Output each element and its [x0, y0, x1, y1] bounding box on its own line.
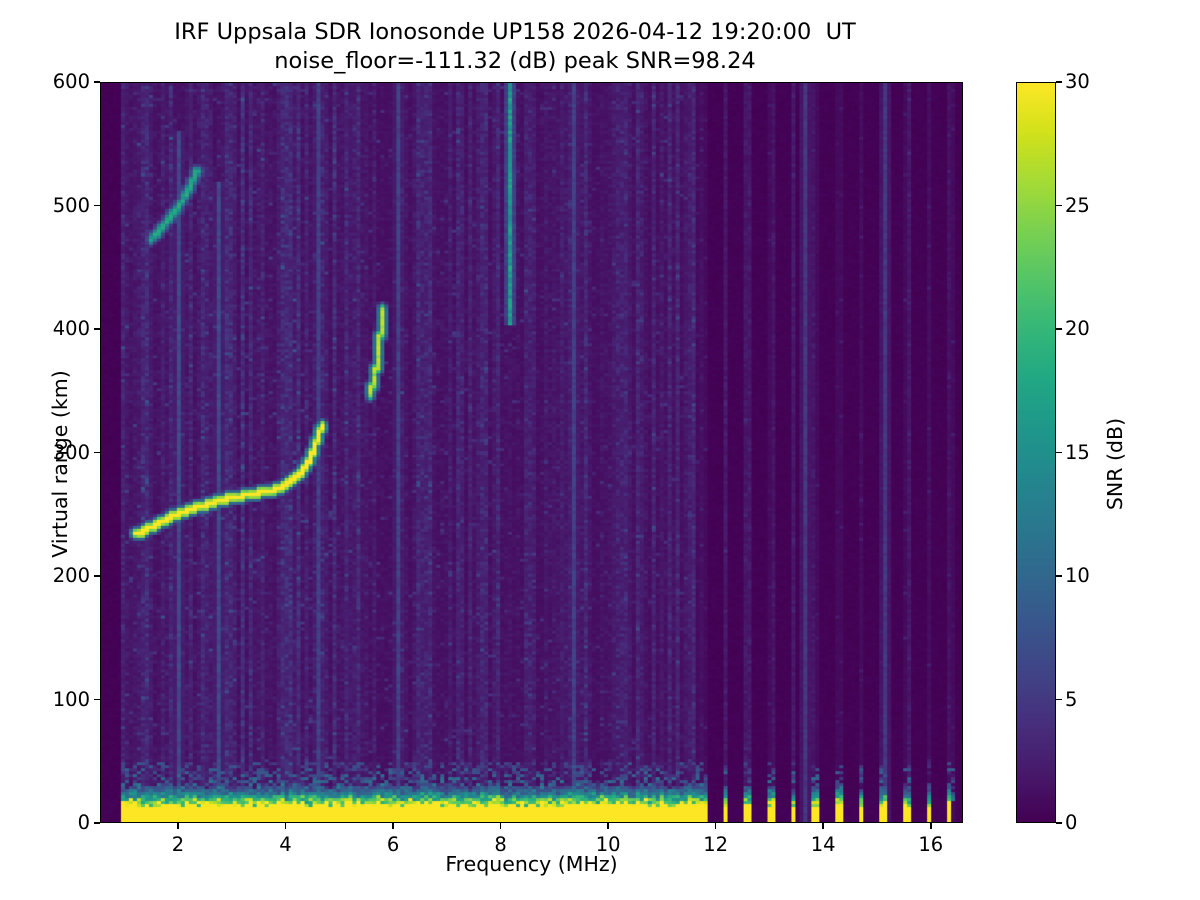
y-tick-mark	[94, 575, 100, 577]
y-tick-label: 200	[52, 564, 90, 587]
colorbar-tick-label: 30	[1065, 70, 1090, 93]
x-tick-label: 14	[810, 833, 836, 856]
y-tick-label: 100	[52, 687, 90, 711]
colorbar-tick-label: 20	[1065, 317, 1090, 340]
title-line-2: noise_floor=-111.32 (dB) peak SNR=98.24	[274, 48, 756, 75]
colorbar-tick-mark	[1056, 575, 1062, 577]
y-tick-mark	[94, 204, 100, 207]
y-tick-mark	[94, 698, 100, 701]
x-tick-label: 12	[703, 833, 729, 856]
x-axis-label: Frequency (MHz)	[445, 852, 618, 876]
x-tick-label: 10	[595, 833, 621, 856]
colorbar-tick-label: 25	[1065, 193, 1090, 217]
colorbar-tick-mark	[1056, 204, 1062, 207]
colorbar-tick-label: 0	[1065, 811, 1078, 834]
x-tick-mark	[392, 823, 394, 829]
y-tick-label: 0	[77, 811, 90, 834]
x-tick-label: 6	[386, 833, 400, 856]
x-tick-mark	[607, 823, 609, 829]
x-tick-mark	[929, 823, 932, 829]
colorbar-label: SNR (dB)	[1103, 417, 1127, 511]
figure-title: IRF Uppsala SDR Ionosonde UP158 2026-04-…	[0, 18, 1030, 77]
colorbar-tick-mark	[1056, 451, 1062, 454]
y-tick-label: 600	[52, 70, 90, 93]
ionogram-heatmap	[101, 83, 962, 822]
x-tick-mark	[499, 823, 502, 829]
x-tick-mark	[284, 823, 287, 829]
x-tick-label: 4	[279, 833, 292, 856]
y-tick-mark	[94, 81, 100, 83]
colorbar-tick-mark	[1056, 822, 1062, 824]
y-tick-mark	[94, 451, 100, 454]
colorbar-gradient	[1017, 83, 1055, 822]
y-axis-label: Virtual range (km)	[48, 370, 72, 558]
colorbar-tick-mark	[1056, 81, 1062, 83]
y-tick-label: 500	[52, 193, 90, 217]
colorbar-tick-label: 5	[1065, 687, 1078, 711]
colorbar-tick-mark	[1056, 328, 1062, 330]
colorbar-tick-label: 10	[1065, 564, 1090, 587]
x-tick-label: 8	[494, 833, 507, 856]
title-line-1: IRF Uppsala SDR Ionosonde UP158 2026-04-…	[174, 19, 856, 45]
colorbar-tick-mark	[1056, 698, 1062, 701]
y-tick-mark	[94, 328, 100, 330]
y-tick-label: 400	[52, 317, 90, 340]
y-tick-mark	[94, 822, 100, 824]
colorbar-tick-label: 15	[1065, 440, 1090, 464]
x-tick-mark	[714, 823, 717, 829]
ionogram-plot-area	[100, 82, 963, 823]
x-tick-mark	[177, 823, 179, 829]
x-tick-label: 2	[171, 833, 185, 856]
x-tick-label: 16	[918, 833, 944, 856]
y-tick-label: 300	[52, 440, 90, 464]
colorbar	[1016, 82, 1056, 823]
x-tick-mark	[822, 823, 824, 829]
